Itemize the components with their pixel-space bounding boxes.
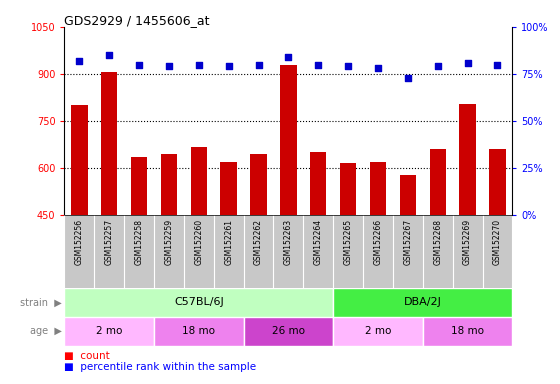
Text: GSM152267: GSM152267 — [403, 219, 412, 265]
Bar — [161, 154, 177, 215]
Bar — [131, 157, 147, 215]
Bar — [370, 162, 386, 215]
Text: GSM152258: GSM152258 — [134, 219, 143, 265]
Point — [463, 60, 472, 66]
Point — [75, 58, 84, 64]
Bar — [430, 149, 446, 215]
Bar — [154, 317, 244, 346]
Text: GSM152257: GSM152257 — [105, 219, 114, 265]
Bar — [71, 105, 87, 215]
Point — [284, 54, 293, 60]
Text: GSM152268: GSM152268 — [433, 219, 442, 265]
Point — [374, 65, 382, 71]
Text: C57BL/6J: C57BL/6J — [174, 297, 223, 308]
Bar — [221, 162, 237, 215]
Bar — [423, 317, 512, 346]
Bar — [333, 288, 512, 317]
Point — [493, 61, 502, 68]
Text: GSM152260: GSM152260 — [194, 219, 203, 265]
Point — [314, 61, 323, 68]
Point — [403, 74, 412, 81]
Text: GSM152261: GSM152261 — [224, 219, 233, 265]
Bar — [310, 152, 326, 215]
Text: age  ▶: age ▶ — [30, 326, 62, 336]
Point — [194, 61, 203, 68]
Bar — [101, 72, 118, 215]
Text: ■  count: ■ count — [64, 351, 110, 361]
Bar — [64, 288, 333, 317]
Text: GSM152265: GSM152265 — [344, 219, 353, 265]
Text: 18 mo: 18 mo — [183, 326, 215, 336]
Bar — [280, 65, 297, 215]
Point — [105, 52, 114, 58]
Bar — [400, 175, 416, 215]
Point — [134, 61, 143, 68]
Text: GSM152269: GSM152269 — [463, 219, 472, 265]
Point — [433, 63, 442, 70]
Bar — [64, 317, 154, 346]
Point — [224, 63, 233, 70]
Text: GSM152259: GSM152259 — [165, 219, 174, 265]
Text: 2 mo: 2 mo — [365, 326, 391, 336]
Text: GSM152256: GSM152256 — [75, 219, 84, 265]
Text: ■  percentile rank within the sample: ■ percentile rank within the sample — [64, 362, 256, 372]
Text: DBA/2J: DBA/2J — [404, 297, 442, 308]
Bar — [244, 317, 333, 346]
Point — [254, 61, 263, 68]
Text: GSM152264: GSM152264 — [314, 219, 323, 265]
Text: GSM152262: GSM152262 — [254, 219, 263, 265]
Point — [344, 63, 353, 70]
Text: GSM152263: GSM152263 — [284, 219, 293, 265]
Bar — [250, 154, 267, 215]
Text: GSM152266: GSM152266 — [374, 219, 382, 265]
Text: GDS2929 / 1455606_at: GDS2929 / 1455606_at — [64, 14, 210, 27]
Bar — [459, 104, 476, 215]
Text: 18 mo: 18 mo — [451, 326, 484, 336]
Text: 2 mo: 2 mo — [96, 326, 123, 336]
Bar — [190, 147, 207, 215]
Text: 26 mo: 26 mo — [272, 326, 305, 336]
Bar — [333, 317, 423, 346]
Bar — [489, 149, 506, 215]
Text: strain  ▶: strain ▶ — [20, 297, 62, 308]
Bar — [340, 163, 356, 215]
Point — [165, 63, 174, 70]
Text: GSM152270: GSM152270 — [493, 219, 502, 265]
